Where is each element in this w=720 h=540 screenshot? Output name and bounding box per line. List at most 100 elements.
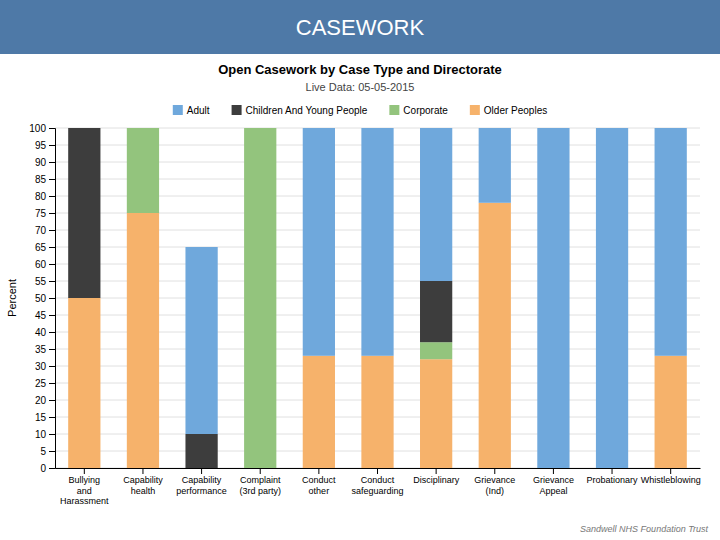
tick-mark: [49, 247, 55, 248]
tick: Capabilityperformance: [176, 468, 227, 496]
bar-segment: [244, 128, 276, 129]
tick-mark: [49, 145, 55, 146]
bar-segment: [127, 128, 159, 129]
tick-mark: [84, 468, 85, 474]
tick-mark: [49, 213, 55, 214]
tick-label: 75: [35, 208, 47, 219]
tick: 60: [35, 259, 55, 270]
subtitle: Live Data: 05-05-2015: [306, 81, 415, 93]
tick-label: BullyingandHarassment: [60, 475, 109, 506]
legend-label: Corporate: [403, 105, 448, 116]
tick-label: 5: [40, 446, 46, 457]
tick: Complaint(3rd party): [239, 468, 281, 496]
tick-label: 30: [35, 361, 47, 372]
series: [127, 128, 452, 468]
tick: 65: [35, 242, 55, 253]
tick-mark: [494, 468, 495, 474]
tick: GrievanceAppeal: [533, 468, 574, 496]
tick-mark: [49, 332, 55, 333]
tick-label: 25: [35, 378, 47, 389]
tick-mark: [49, 383, 55, 384]
tick-label: Grievance(Ind): [474, 475, 515, 495]
tick-mark: [49, 349, 55, 350]
bar-segment: [420, 128, 452, 281]
tick: 25: [35, 378, 55, 389]
tick-mark: [49, 298, 55, 299]
bar-segment: [127, 128, 159, 213]
tick: 30: [35, 361, 55, 372]
tick: 15: [35, 412, 55, 423]
tick-label: Capabilityperformance: [176, 475, 227, 495]
bar-segment: [303, 356, 335, 468]
tick-mark: [49, 451, 55, 452]
legend-item: Corporate: [389, 105, 448, 116]
bar-segment: [420, 281, 452, 342]
series: [68, 128, 452, 468]
tick: 95: [35, 140, 55, 151]
series: [185, 128, 686, 468]
tick-label: 95: [35, 140, 47, 151]
tick-label: Disciplinary: [413, 475, 460, 485]
footer: Sandwell NHS Foundation Trust: [580, 524, 708, 534]
tick-label: Conductsafeguarding: [351, 475, 403, 495]
tick-mark: [49, 179, 55, 180]
bar-segment: [479, 203, 511, 468]
tick-mark: [49, 468, 55, 469]
tick-label: 35: [35, 344, 47, 355]
tick: Capabilityhealth: [123, 468, 163, 496]
tick: 40: [35, 327, 55, 338]
legend: AdultChildren And Young PeopleCorporateO…: [173, 105, 547, 116]
tick-mark: [49, 315, 55, 316]
tick: 85: [35, 174, 55, 185]
tick-mark: [201, 468, 202, 474]
bar-segment: [185, 247, 217, 434]
title: Open Casework by Case Type and Directora…: [218, 62, 502, 77]
plot: 0510152025303540455055606570758085909510…: [29, 123, 700, 506]
bar-segment: [655, 128, 687, 356]
tick-mark: [142, 468, 143, 474]
tick: 70: [35, 225, 55, 236]
legend-item: Older Peoples: [470, 105, 547, 116]
bar-segment: [68, 128, 100, 129]
legend-swatch: [173, 105, 183, 115]
tick-label: Capabilityhealth: [123, 475, 163, 495]
tick-mark: [49, 264, 55, 265]
tick-label: Conductother: [302, 475, 336, 495]
tick: Grievance(Ind): [474, 468, 515, 496]
tick-mark: [49, 366, 55, 367]
tick: Whistleblowing: [641, 468, 701, 485]
tick-label: 55: [35, 276, 47, 287]
axis-domain: [49, 129, 56, 469]
tick: 5: [40, 446, 55, 457]
tick-label: 80: [35, 191, 47, 202]
tick-label: 10: [35, 429, 47, 440]
tick: Disciplinary: [413, 468, 460, 485]
legend-swatch: [232, 105, 242, 115]
tick-mark: [553, 468, 554, 474]
tick-label: 40: [35, 327, 47, 338]
tick-mark: [49, 128, 55, 129]
header-title: CASEWORK: [296, 15, 425, 40]
tick-mark: [670, 468, 671, 474]
tick-mark: [49, 417, 55, 418]
tick: Conductsafeguarding: [351, 468, 403, 496]
tick-label: 100: [29, 123, 46, 134]
tick-mark: [49, 281, 55, 282]
bar-segment: [361, 128, 393, 356]
bar-segment: [185, 434, 217, 468]
bar-segment: [244, 128, 276, 129]
legend-label: Children And Young People: [246, 105, 368, 116]
tick: Conductother: [302, 468, 336, 496]
tick: 45: [35, 310, 55, 321]
tick-label: 70: [35, 225, 47, 236]
tick: 35: [35, 344, 55, 355]
tick-label: 90: [35, 157, 47, 168]
bar-segment: [420, 359, 452, 468]
tick-label: 0: [40, 463, 46, 474]
tick-mark: [260, 468, 261, 474]
tick: 50: [35, 293, 55, 304]
tick-label: 65: [35, 242, 47, 253]
bar-segment: [537, 128, 569, 468]
tick-mark: [49, 230, 55, 231]
bar-segment: [303, 128, 335, 356]
